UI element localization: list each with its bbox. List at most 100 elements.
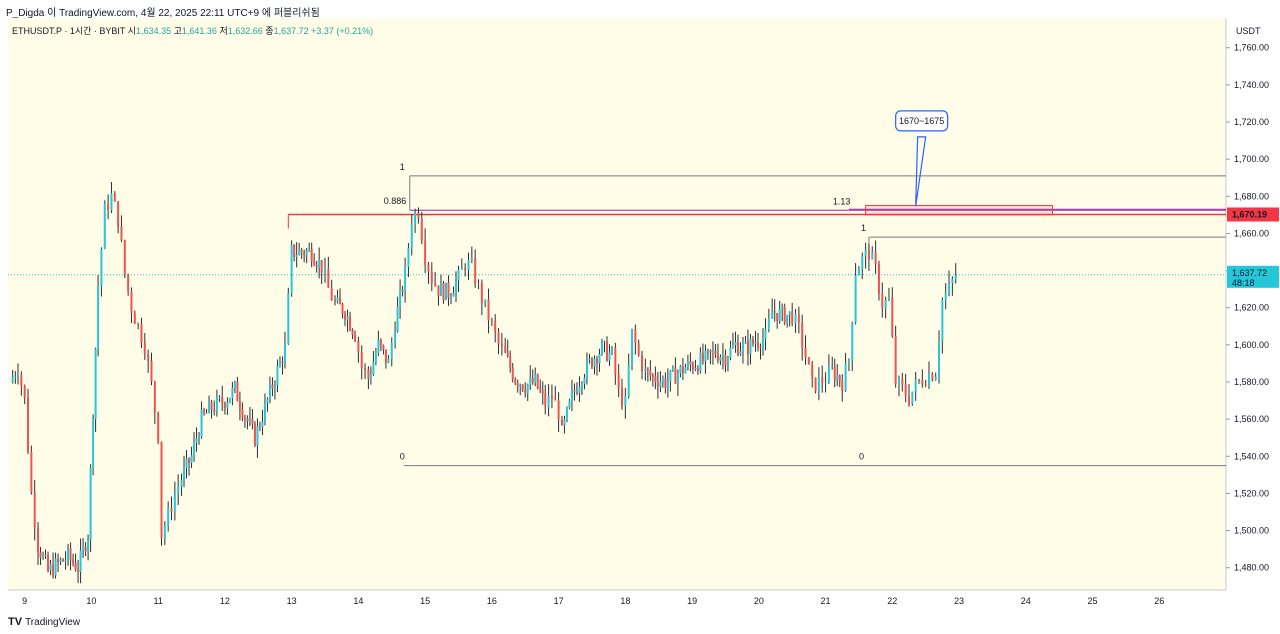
candle-body (881, 293, 884, 309)
candle-body (33, 492, 36, 528)
candle-body (506, 352, 509, 357)
bar-countdown-label: 48:18 (1232, 278, 1255, 288)
candle (726, 355, 729, 372)
candle (557, 392, 560, 432)
candle-body (180, 480, 183, 487)
candle (631, 328, 634, 371)
candle-body (851, 322, 854, 361)
candle-body (271, 384, 274, 389)
candle-body (396, 306, 399, 332)
low-value: 1,632.66 (227, 26, 263, 36)
candle-body (954, 275, 957, 280)
candle (228, 397, 231, 404)
candle-body (544, 393, 547, 407)
candle-body (241, 409, 244, 418)
candle (948, 270, 951, 297)
candle (256, 418, 259, 458)
candle (754, 331, 757, 352)
candle (891, 287, 894, 338)
candle-body (54, 558, 57, 576)
candle-body (854, 275, 857, 323)
x-tick-label: 20 (754, 596, 764, 606)
candle (570, 379, 573, 411)
candle-body (308, 249, 311, 251)
candle (226, 397, 229, 415)
candle (127, 273, 130, 296)
candle (934, 372, 937, 381)
candle (547, 384, 550, 417)
candle-body (110, 193, 113, 211)
candle-body (185, 458, 188, 468)
candle (924, 379, 927, 388)
tradingview-brand[interactable]: TV TradingView (8, 616, 80, 628)
candle (797, 306, 800, 334)
candle-body (694, 367, 697, 370)
candle-body (351, 330, 354, 335)
candle (283, 331, 286, 369)
x-tick-label: 21 (821, 596, 831, 606)
candle (94, 347, 97, 432)
candle-body (897, 378, 900, 385)
candle (137, 322, 140, 330)
candle-body (484, 299, 487, 304)
candle-body (659, 381, 662, 387)
candle (17, 363, 20, 385)
candle (276, 359, 279, 393)
candle-body (390, 343, 393, 360)
candle (741, 336, 744, 364)
chart-area[interactable]: USDT 1,480.00 1,500.00 1,520.00 1,540.00 1,56… (0, 18, 1280, 612)
candle-body (674, 367, 677, 384)
candle-body (928, 374, 931, 386)
candle-body (907, 395, 910, 404)
candle (427, 261, 430, 284)
candle-body (729, 347, 732, 358)
candle-body (514, 379, 517, 384)
candle (644, 358, 647, 381)
candle-body (877, 263, 880, 294)
candle-body (248, 419, 251, 422)
candle (437, 285, 440, 306)
candle (246, 415, 249, 430)
candle (64, 551, 67, 570)
candle-body (539, 387, 542, 391)
candle (706, 348, 709, 360)
candle (791, 302, 794, 327)
candle-body (160, 441, 163, 538)
candle (251, 408, 254, 430)
candle (788, 311, 791, 327)
candle (30, 445, 33, 495)
x-tick-label: 23 (954, 596, 964, 606)
candle-body (781, 306, 784, 310)
candle (271, 377, 274, 397)
close-label: 종 (265, 26, 274, 36)
candle-body (215, 397, 218, 412)
candle (771, 298, 774, 319)
candle (153, 380, 156, 424)
candle-body (457, 269, 460, 281)
candle-body (801, 322, 804, 348)
candle-body (550, 395, 553, 399)
candle-body (605, 341, 608, 361)
candle (701, 343, 704, 365)
candle-body (833, 366, 836, 381)
open-value: 1,634.35 (136, 26, 172, 36)
symbol-info[interactable]: ETHUSDT.P · 1시간 · BYBIT (12, 26, 126, 36)
level-price-label: 1,670.19 (1232, 210, 1267, 220)
candle (634, 324, 637, 355)
candle (130, 287, 133, 324)
candle (183, 455, 186, 488)
candle-body (14, 376, 17, 378)
fib-left-label-1: 1 (400, 162, 405, 172)
target-zone-box (865, 205, 1053, 216)
candle-body (276, 366, 279, 386)
candle-body (399, 289, 402, 307)
candle (686, 354, 689, 371)
candle-body (617, 374, 620, 389)
candle-body (588, 358, 591, 360)
candle-body (208, 402, 211, 414)
candle-body (487, 299, 490, 321)
price-chart[interactable]: USDT 1,480.00 1,500.00 1,520.00 1,540.00 1,56… (0, 18, 1280, 612)
candle-body (210, 402, 213, 411)
candle (177, 474, 180, 505)
candle-body (84, 546, 87, 552)
